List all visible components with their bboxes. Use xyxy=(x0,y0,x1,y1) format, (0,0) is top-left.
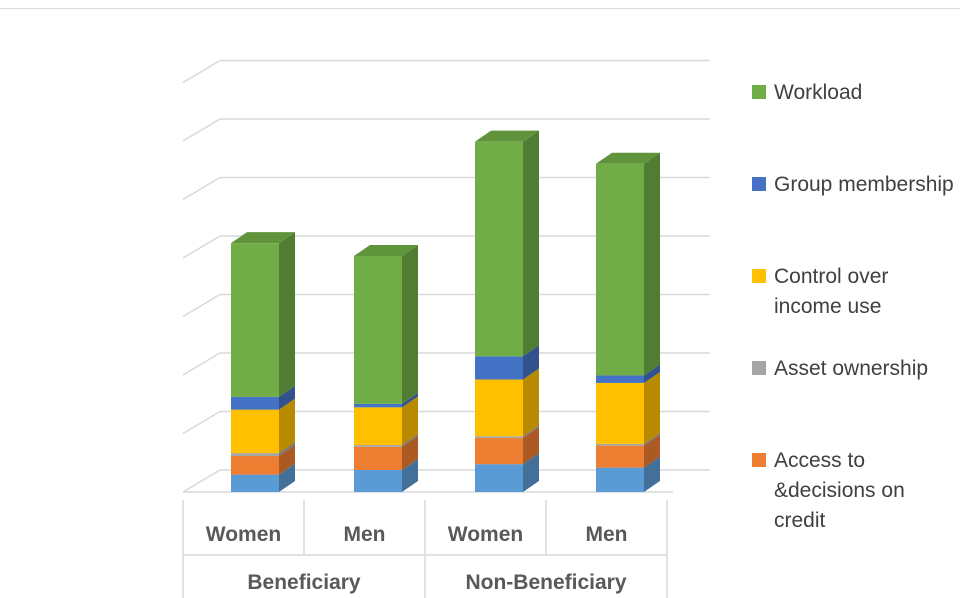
bar-segment-asset-ownership-side xyxy=(523,425,539,439)
bar-segment-workload-side xyxy=(279,232,295,397)
legend-label-asset-ownership: Asset ownership xyxy=(774,357,929,380)
bar-segment-control-over-income-use xyxy=(475,379,523,437)
bar-segment-asset-ownership-side xyxy=(402,434,418,447)
legend-label-access-to-credit: Access to &decisions on credit xyxy=(774,449,905,532)
legend-item-control-over-income: Control over income use xyxy=(752,262,954,322)
bar-segment-base-side xyxy=(644,456,660,492)
bar-segment-control-over-income-use-side xyxy=(644,371,660,444)
legend-label-workload: Workload xyxy=(774,81,863,104)
category-label: Men xyxy=(586,523,628,546)
gridline-depth xyxy=(182,59,221,84)
category-label: Women xyxy=(206,523,281,546)
bar-segment-asset-ownership xyxy=(354,445,402,447)
bar-segment-access-to-decisions-on-credit xyxy=(354,446,402,470)
bar-top-cap xyxy=(354,244,418,256)
category-label: Men xyxy=(344,523,386,546)
legend-item-workload: Workload xyxy=(752,78,954,108)
legend-label-control-over-income: Control over income use xyxy=(774,265,889,318)
bar-top-cap xyxy=(475,130,539,142)
bar-segment-control-over-income-use xyxy=(231,409,279,454)
bar-segment-access-to-decisions-on-credit-side xyxy=(523,427,539,465)
bar-segment-group-membership-side xyxy=(402,392,418,408)
legend-item-group-membership: Group membership xyxy=(752,170,954,200)
legend-swatch-access-to-credit xyxy=(752,453,766,467)
bar-segment-access-to-decisions-on-credit-side xyxy=(644,434,660,468)
bar-segment-access-to-decisions-on-credit-side xyxy=(402,435,418,470)
gridline-depth xyxy=(182,352,221,376)
gridline-depth xyxy=(182,176,221,201)
bar-segment-base-side xyxy=(402,458,418,492)
bar-segment-asset-ownership-side xyxy=(644,432,660,446)
gridline-depth xyxy=(182,118,221,142)
bar-segment-control-over-income-use-side xyxy=(279,398,295,454)
bar-top-cap xyxy=(596,152,660,164)
bar-segment-group-membership xyxy=(354,403,402,408)
top-divider xyxy=(0,8,960,9)
bar-segment-workload-side xyxy=(523,130,539,357)
bar-segment-group-membership xyxy=(596,375,644,383)
bar-segment-control-over-income-use xyxy=(354,407,402,446)
bar-segment-workload-side xyxy=(644,152,660,376)
bar-segment-workload-side xyxy=(402,244,418,404)
bar-segment-base-side xyxy=(523,453,539,492)
bar-segment-group-membership-side xyxy=(644,364,660,383)
bar-segment-base-side xyxy=(279,463,295,492)
bar-segment-access-to-decisions-on-credit xyxy=(231,456,279,475)
bar-segment-workload xyxy=(354,255,402,404)
bar-segment-asset-ownership-side xyxy=(279,442,295,457)
bar-segment-workload xyxy=(231,243,279,397)
bar-segment-base xyxy=(596,467,644,492)
bar-segment-access-to-decisions-on-credit xyxy=(475,438,523,465)
group-label: Non-Beneficiary xyxy=(465,571,626,594)
group-label: Beneficiary xyxy=(247,571,361,594)
bar-segment-asset-ownership xyxy=(475,436,523,439)
gridline-depth xyxy=(182,293,221,318)
bar-segment-asset-ownership xyxy=(596,443,644,446)
legend-swatch-group-membership xyxy=(752,177,766,191)
legend-item-access-to-credit: Access to &decisions on credit xyxy=(752,446,954,536)
bar-segment-base xyxy=(231,474,279,492)
bar-segment-asset-ownership xyxy=(231,453,279,457)
bar-segment-workload xyxy=(475,141,523,357)
gridline-depth xyxy=(182,469,221,493)
bar-segment-group-membership xyxy=(231,396,279,410)
legend-label-group-membership: Group membership xyxy=(774,173,954,196)
bar-segment-base xyxy=(354,469,402,492)
gridline-depth xyxy=(182,235,221,259)
bar-segment-control-over-income-use xyxy=(596,382,644,444)
bar-top-cap xyxy=(231,232,295,244)
legend-swatch-control-over-income xyxy=(752,269,766,283)
bar-segment-group-membership-side xyxy=(523,345,539,380)
legend-swatch-asset-ownership xyxy=(752,361,766,375)
legend-item-asset-ownership: Asset ownership xyxy=(752,354,954,384)
bar-segment-workload xyxy=(596,163,644,376)
gridline-depth xyxy=(182,410,221,435)
bar-segment-group-membership xyxy=(475,356,523,380)
bar-segment-control-over-income-use-side xyxy=(402,396,418,446)
bar-segment-control-over-income-use-side xyxy=(523,368,539,437)
bar-segment-group-membership-side xyxy=(279,385,295,410)
bar-segment-access-to-decisions-on-credit-side xyxy=(279,445,295,475)
category-label: Women xyxy=(448,523,523,546)
legend-swatch-workload xyxy=(752,85,766,99)
bar-segment-access-to-decisions-on-credit xyxy=(596,445,644,468)
bar-segment-base xyxy=(475,464,523,492)
